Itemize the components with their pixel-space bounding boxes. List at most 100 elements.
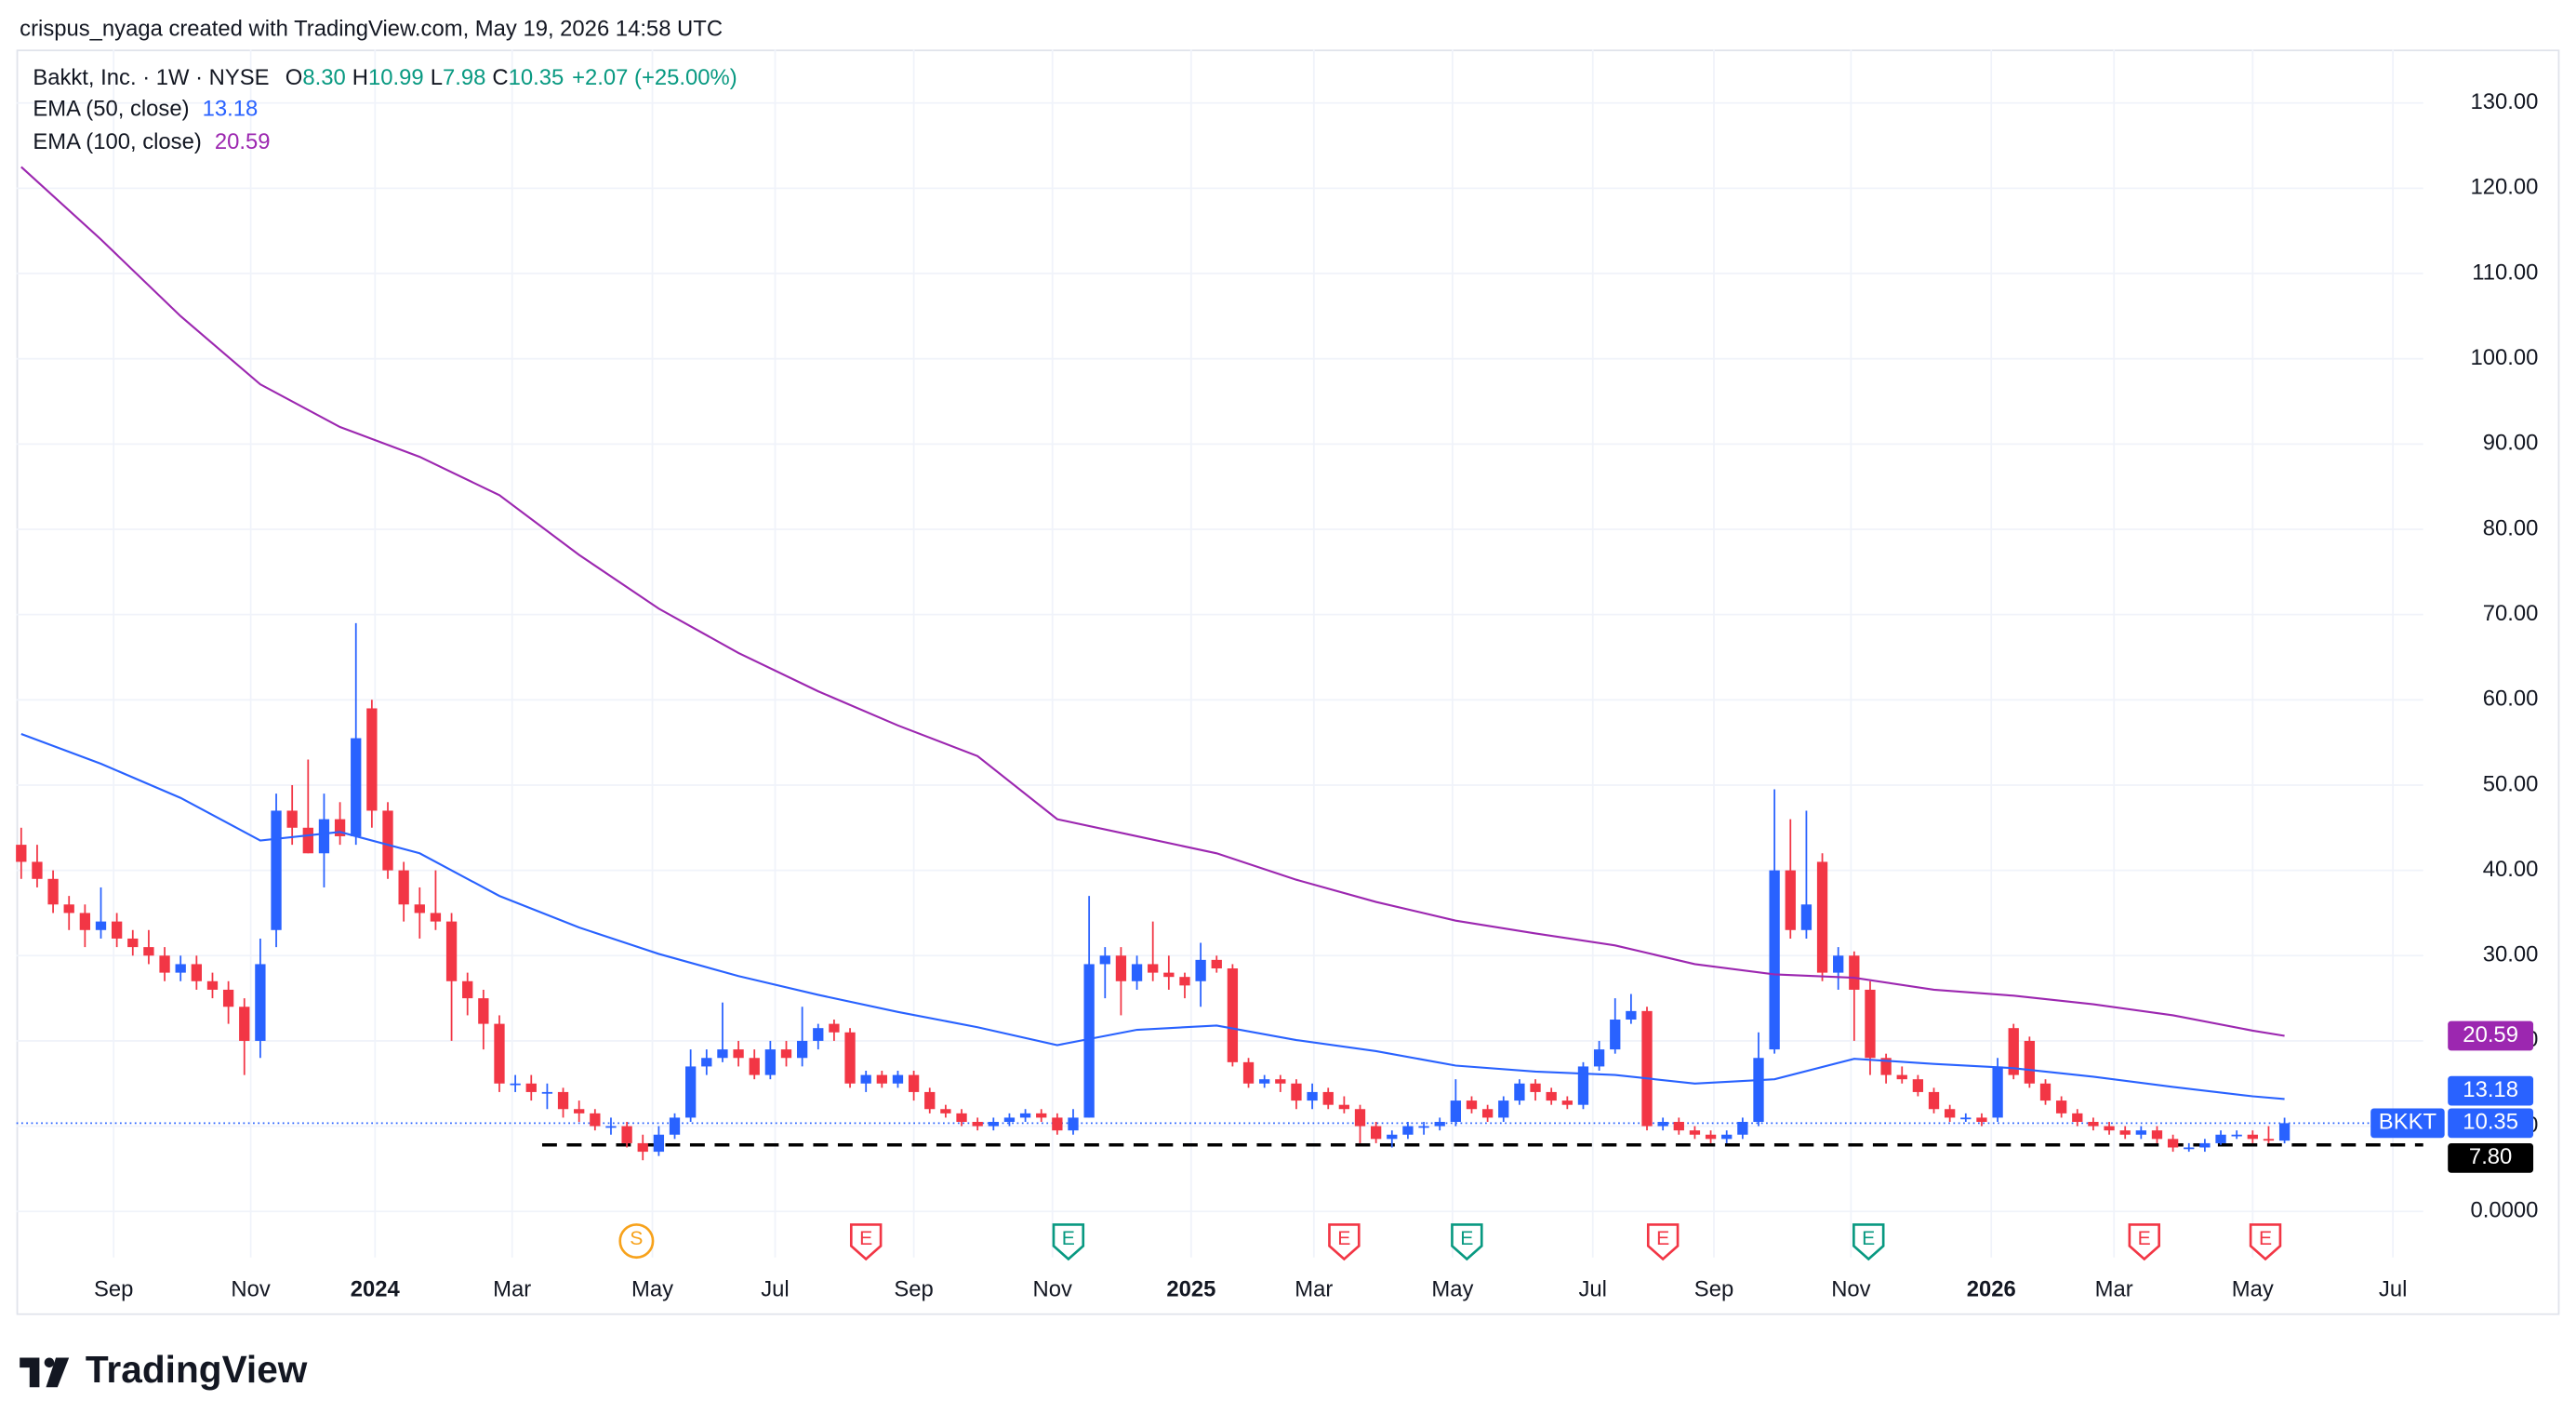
candle-body: [382, 810, 393, 871]
plot: [16, 166, 2423, 1161]
event-label: E: [1062, 1228, 1075, 1249]
y-tick-label: 80.00: [2483, 515, 2539, 540]
candle-body: [1322, 1091, 1334, 1105]
x-tick-label: Jul: [1579, 1276, 1607, 1301]
candle-body: [111, 921, 123, 939]
candle-body: [1019, 1113, 1031, 1118]
ohlc-value: 7.98: [443, 65, 485, 90]
event-icon: [849, 1223, 883, 1261]
series-price-label: 20.59: [2448, 1020, 2534, 1051]
candle-body: [510, 1083, 521, 1086]
chart-frame: [16, 49, 2560, 1315]
ohlc-value: 10.35: [509, 65, 564, 90]
symbol-label: BKKT: [2370, 1108, 2445, 1139]
candle-body: [478, 998, 489, 1024]
candle-body: [1434, 1122, 1445, 1127]
candle-body: [844, 1032, 856, 1084]
ohlc-key: H: [352, 65, 368, 90]
x-tick-label: Jul: [2379, 1276, 2407, 1301]
candle-body: [717, 1049, 728, 1059]
event-label: E: [2259, 1228, 2272, 1249]
x-tick-label: Jul: [761, 1276, 789, 1301]
candle-body: [1928, 1091, 1940, 1110]
candle-body: [621, 1126, 632, 1143]
event-icon: [1852, 1223, 1885, 1261]
event-marker: E: [1852, 1223, 1885, 1261]
last-price-label-box: [2448, 1108, 2534, 1139]
candle-body: [1291, 1083, 1302, 1101]
candle-body: [1546, 1091, 1557, 1101]
x-tick-label: May: [2232, 1276, 2274, 1301]
x-tick-label: 2024: [351, 1276, 401, 1301]
candle-body: [876, 1074, 887, 1084]
candle-body: [685, 1066, 697, 1118]
candle-body: [1036, 1113, 1047, 1118]
candle-body: [988, 1122, 999, 1127]
series-price-label-text: 20.59: [2463, 1022, 2518, 1047]
candle-body: [2151, 1130, 2163, 1140]
event-marker: E: [1328, 1223, 1361, 1261]
candle-body: [733, 1049, 744, 1059]
candle-body: [637, 1142, 648, 1153]
candle-body: [972, 1122, 983, 1127]
event-icon: [1451, 1223, 1483, 1261]
candle-body: [2263, 1139, 2275, 1141]
candle-body: [1418, 1126, 1429, 1128]
event-icon: [618, 1223, 655, 1260]
candle-body: [2072, 1113, 2083, 1123]
logo-mark: [46, 1357, 70, 1388]
series-price-label-text: 13.18: [2463, 1077, 2518, 1102]
candle-body: [924, 1091, 936, 1110]
candle-body: [860, 1074, 871, 1084]
x-tick-label: Mar: [493, 1276, 531, 1301]
candle-body: [1577, 1066, 1589, 1105]
last-price-label: 10.35: [2448, 1108, 2534, 1139]
candle-body: [1450, 1100, 1462, 1123]
candle-body: [1610, 1020, 1621, 1050]
x-tick-label: Mar: [2095, 1276, 2133, 1301]
candle-body: [1052, 1117, 1063, 1131]
event-label: E: [2138, 1228, 2151, 1249]
candle-body: [1849, 955, 1860, 990]
candle-body: [2119, 1130, 2131, 1135]
ema-line: [20, 732, 2285, 1100]
logo-mark: [44, 1357, 55, 1368]
candle-body: [525, 1083, 537, 1092]
candle-body: [1387, 1134, 1398, 1140]
candle-body: [1737, 1122, 1748, 1135]
attribution: crispus_nyaga created with TradingView.c…: [20, 16, 723, 41]
candle-body: [1083, 964, 1095, 1118]
candle-body: [494, 1023, 505, 1084]
candle-body: [1307, 1091, 1318, 1101]
candle-body: [143, 947, 154, 956]
candle-body: [79, 913, 91, 930]
hline-label-text: 7.80: [2469, 1144, 2512, 1169]
candle-body: [1115, 955, 1127, 981]
x-tick-label: 2026: [1967, 1276, 2016, 1301]
candle-body: [1673, 1122, 1684, 1131]
candle-body: [541, 1091, 553, 1094]
candle-body: [908, 1074, 920, 1092]
candle-body: [2167, 1139, 2179, 1148]
candle-body: [1338, 1104, 1350, 1110]
candle-body: [1275, 1079, 1286, 1084]
ohlc-value: 8.30: [302, 65, 345, 90]
event-label: E: [1656, 1228, 1669, 1249]
event-marker: E: [2128, 1223, 2161, 1261]
change: +2.07 (+25.00%): [572, 65, 737, 90]
candle-body: [1641, 1010, 1653, 1127]
candle-body: [271, 810, 282, 930]
grid: [16, 49, 2423, 1258]
candle-body: [1912, 1079, 1924, 1092]
brand-logo: TradingView: [20, 1348, 308, 1391]
event-label: E: [859, 1228, 872, 1249]
y-tick-label: 110.00: [2472, 260, 2538, 285]
y-tick-label: 30.00: [2483, 942, 2539, 967]
candle-body: [366, 708, 378, 811]
candle-body: [255, 964, 266, 1041]
candle-body: [462, 980, 473, 999]
candle-body: [1131, 964, 1143, 981]
candle-body: [1816, 861, 1828, 973]
candle-body: [796, 1040, 808, 1059]
candle-body: [206, 980, 219, 990]
